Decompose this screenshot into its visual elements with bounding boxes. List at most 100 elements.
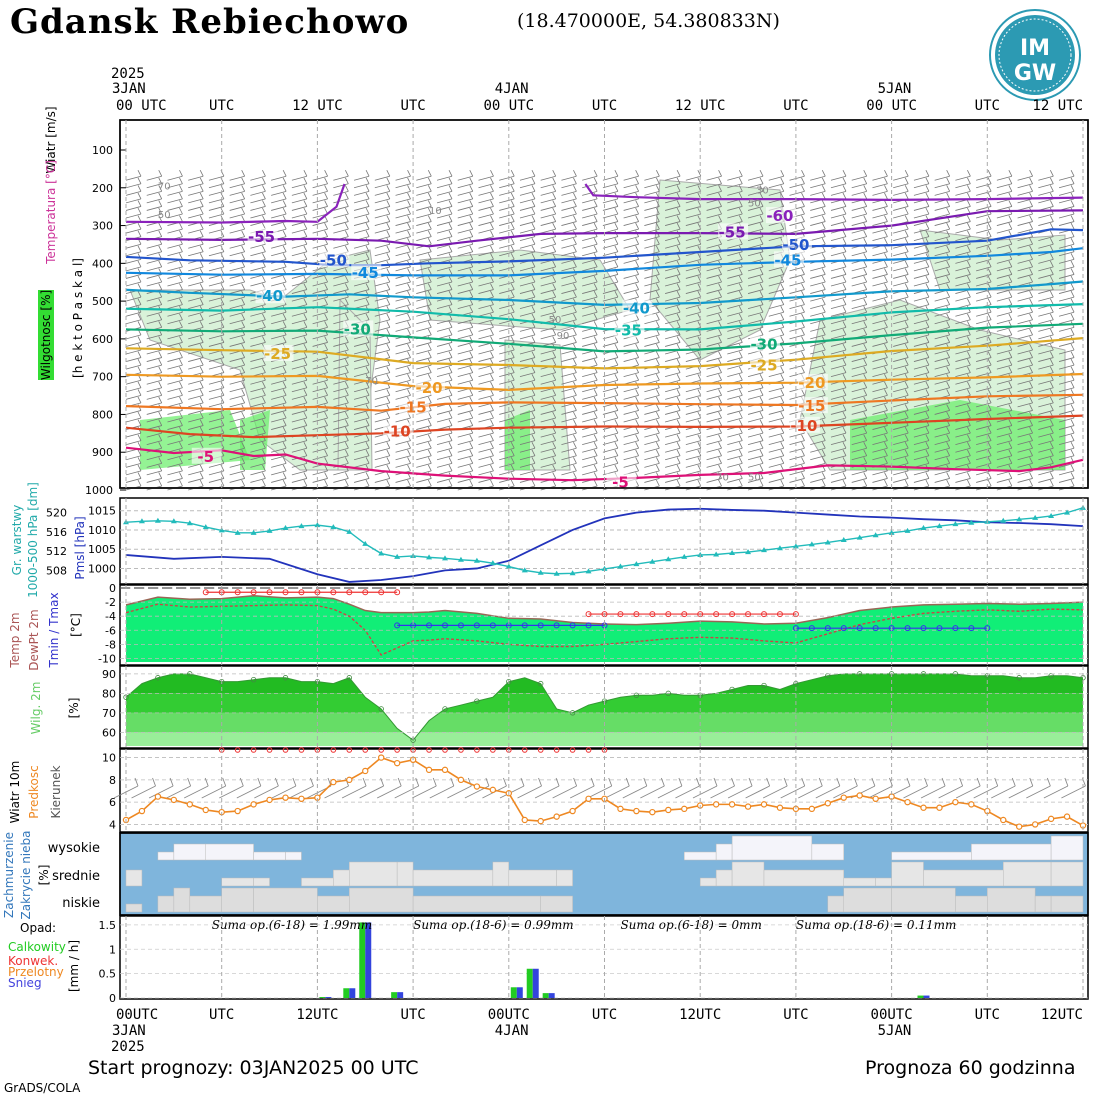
wind-barb	[146, 425, 162, 430]
wind-barb	[768, 478, 784, 483]
wind-barb	[706, 289, 722, 294]
wind-barb	[250, 387, 266, 393]
wind-barb	[893, 296, 909, 302]
wind-barb	[229, 440, 245, 446]
bottom-day-label: 4JAN	[495, 1023, 529, 1039]
wind-direction-barb	[903, 785, 928, 799]
wind-direction-barb	[429, 785, 455, 799]
wind-barb	[125, 394, 142, 400]
wind-barb	[436, 228, 453, 234]
wind-barb	[996, 432, 1012, 438]
isotherm-label: -20	[415, 379, 442, 397]
wind-barb	[436, 349, 453, 355]
wind-barb	[1038, 462, 1054, 468]
wind-barb	[602, 432, 619, 438]
wind-barb	[478, 228, 494, 234]
wind-barb	[851, 206, 867, 211]
wind-barb	[810, 274, 826, 279]
cloud-bar-mid	[492, 861, 510, 887]
wind-barb	[789, 432, 805, 438]
wind-barb	[1038, 236, 1054, 242]
wind-barb	[913, 379, 930, 385]
wind-barb	[540, 357, 556, 362]
tmax-point	[266, 589, 273, 596]
wind-barb	[976, 213, 992, 219]
wind-barb	[893, 387, 909, 393]
humidity-tick-label: 90	[102, 668, 116, 681]
wind-barb	[416, 213, 432, 219]
wind-barb	[851, 387, 867, 393]
wind-barb	[416, 228, 432, 234]
wind-barb	[436, 221, 453, 226]
wind-barb	[1017, 311, 1033, 317]
wind-barb	[644, 274, 660, 279]
wind-direction-barb	[569, 785, 595, 799]
wind-barb	[250, 447, 266, 453]
wind-barb	[685, 289, 701, 294]
wind-barb	[188, 304, 204, 310]
wind-barb	[665, 258, 681, 264]
wind-barb	[706, 319, 722, 325]
wind-barb	[519, 372, 536, 378]
tmin-tmax-label: Tmin / Tmax	[47, 592, 61, 668]
wind-barb	[996, 296, 1012, 302]
wind-barb	[250, 417, 266, 423]
wind-barb	[353, 470, 370, 476]
wind-barb	[312, 228, 328, 234]
wind-barb	[167, 228, 183, 234]
wind-barb	[312, 364, 328, 370]
cloud-bar-mid	[221, 877, 254, 887]
wind-barb	[727, 357, 743, 362]
wind-barb	[706, 440, 722, 446]
wind-barb	[125, 296, 142, 302]
wind-barb	[665, 319, 681, 325]
wind-barb	[1058, 319, 1075, 325]
wind-speed-point	[952, 798, 959, 806]
logo-text-bottom: GW	[1014, 61, 1056, 86]
tmin-point	[442, 622, 448, 629]
thickness-point	[1000, 517, 1007, 523]
thickness-point	[840, 537, 847, 543]
wind-barb	[312, 410, 328, 415]
wind-direction-barb	[1026, 785, 1051, 799]
pmsl-tick-label: 1005	[88, 543, 116, 556]
wind-barb	[271, 455, 287, 461]
humidity2m-point	[633, 692, 640, 698]
wind-barb	[436, 417, 453, 423]
wind-barb	[706, 175, 722, 181]
gust-marker	[234, 747, 241, 753]
wind-barb	[229, 213, 245, 219]
wind-barb	[1017, 221, 1033, 226]
wind-barb	[789, 349, 805, 355]
tmin-point	[824, 625, 831, 632]
isotherm-label: -55	[719, 223, 746, 241]
wind-barb	[996, 357, 1012, 362]
wind-direction-barb	[955, 785, 981, 799]
wind-barb	[436, 266, 453, 272]
isotherm-label: -60	[766, 207, 793, 225]
wind-barb	[602, 342, 619, 347]
wind-barb	[665, 334, 681, 340]
pressure-tick-label: 900	[92, 446, 113, 459]
wind-barb	[167, 198, 183, 204]
wind-speed-point	[298, 795, 305, 803]
wind-barb	[955, 447, 971, 453]
wind-barb	[457, 213, 473, 219]
wind-barb	[374, 304, 390, 310]
bottom-year-label: 2025	[111, 1039, 145, 1055]
upper-wind-label: Wiatr [m/s]	[44, 106, 58, 173]
wind-barb	[830, 410, 847, 415]
wind-barb	[976, 258, 992, 264]
wind-tick-label: 6	[109, 796, 116, 809]
isotherm-label: -30	[344, 320, 371, 338]
wind-barb	[872, 394, 888, 400]
thickness-point	[665, 556, 672, 562]
wind-barb	[312, 417, 328, 423]
wind-barb	[1017, 364, 1033, 370]
precip-snow-bar	[532, 968, 539, 998]
wind-barb	[416, 455, 432, 461]
wind-barb	[665, 432, 681, 438]
wind-barb	[644, 183, 660, 189]
wind-barb	[830, 213, 847, 219]
wind-barb	[747, 394, 764, 400]
